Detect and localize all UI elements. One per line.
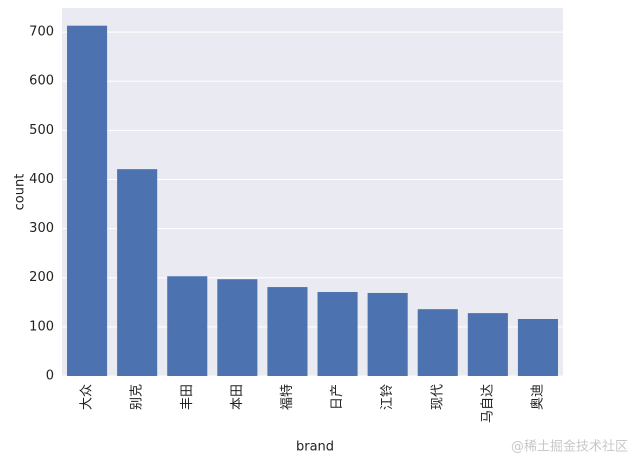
x-tick-label: 现代 <box>430 384 445 410</box>
bar <box>367 292 408 376</box>
bar <box>317 291 358 376</box>
x-tick-label: 丰田 <box>180 384 195 410</box>
x-axis-label: brand <box>296 440 334 455</box>
bar <box>117 169 158 376</box>
bar <box>467 313 508 376</box>
x-tick-label: 日产 <box>330 384 345 410</box>
bar <box>217 279 258 376</box>
y-tick-label: 500 <box>29 123 54 138</box>
bar <box>67 25 108 376</box>
y-tick-label: 200 <box>29 270 54 285</box>
y-tick-label: 300 <box>29 221 54 236</box>
y-tick-label: 0 <box>46 369 54 384</box>
x-tick-label: 本田 <box>230 384 245 410</box>
x-tick-label: 江铃 <box>380 384 395 410</box>
y-tick-label: 400 <box>29 172 54 187</box>
bar <box>167 276 208 376</box>
bar <box>417 309 458 376</box>
y-tick-label: 100 <box>29 319 54 334</box>
x-tick-label: 福特 <box>280 384 295 410</box>
y-axis-label: count <box>13 174 28 211</box>
x-tick-label: 大众 <box>80 384 95 410</box>
x-tick-label: 别克 <box>130 384 145 410</box>
bar <box>267 287 308 376</box>
y-tick-label: 600 <box>29 74 54 89</box>
x-tick-label: 马自达 <box>480 384 495 423</box>
x-tick-label: 奥迪 <box>530 384 545 410</box>
y-tick-label: 700 <box>29 25 54 40</box>
bar <box>517 319 558 376</box>
watermark: @稀土掘金技术社区 <box>511 439 628 455</box>
